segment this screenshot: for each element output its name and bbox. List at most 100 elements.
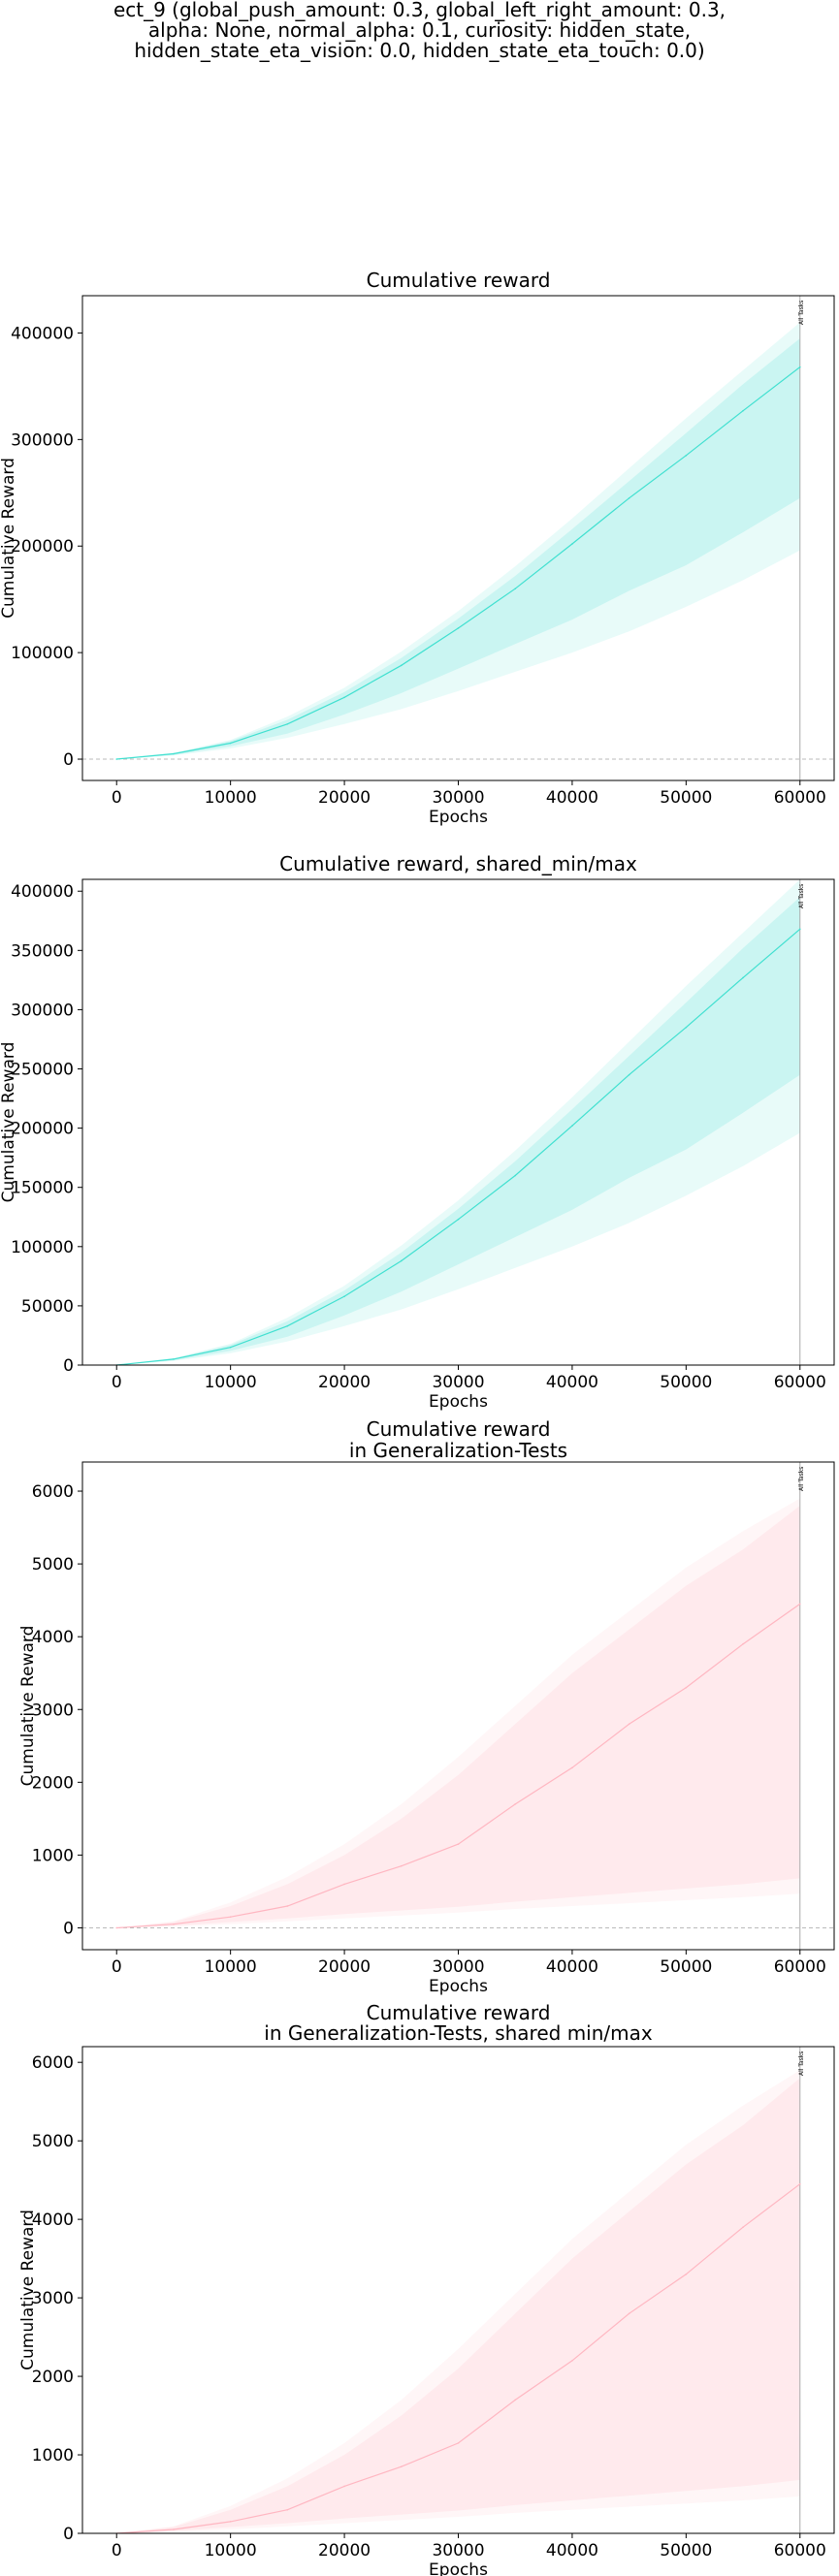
y-tick-label: 350000 (11, 941, 74, 961)
median-point (400, 1864, 403, 1867)
x-tick-label: 0 (112, 2541, 122, 2560)
task-marker-label: All Tasks (798, 301, 805, 325)
y-tick-label: 0 (63, 2525, 74, 2544)
y-tick-label: 2000 (32, 1773, 74, 1793)
median-point (457, 1218, 460, 1221)
y-tick-label: 5000 (32, 1555, 74, 1574)
median-point (798, 2182, 801, 2185)
y-tick-label: 100000 (11, 1238, 74, 1257)
y-tick-label: 4000 (32, 2210, 74, 2230)
y-axis-label: Cumulative Reward (0, 458, 18, 619)
min-max-band (116, 2070, 800, 2533)
median-point (229, 742, 232, 745)
y-tick-label: 200000 (11, 1120, 74, 1139)
x-tick-label: 10000 (205, 788, 257, 808)
y-tick-label: 2000 (32, 2368, 74, 2387)
x-tick-label: 0 (112, 1373, 122, 1392)
y-axis-label: Cumulative Reward (0, 1042, 18, 1203)
median-point (685, 1686, 688, 1689)
median-point (286, 1905, 289, 1907)
quartile-band (116, 2078, 800, 2533)
x-tick-label: 50000 (660, 1957, 712, 1977)
suptitle-line: hidden_state_eta_vision: 0.0, hidden_sta… (134, 39, 705, 62)
median-point (514, 2399, 517, 2401)
x-tick-label: 60000 (774, 2541, 826, 2560)
median-point (173, 1923, 175, 1925)
median-point (514, 1803, 517, 1805)
y-tick-label: 250000 (11, 1061, 74, 1080)
median-point (457, 2442, 460, 2444)
median-point (173, 752, 175, 755)
median-point (286, 1324, 289, 1327)
quartile-band (116, 897, 800, 1365)
task-marker-label: All Tasks (798, 1467, 805, 1491)
y-tick-label: 400000 (11, 324, 74, 343)
median-point (798, 928, 801, 931)
x-tick-label: 10000 (205, 2541, 257, 2560)
chart-title: in Generalization-Tests (349, 1439, 567, 1462)
median-point (343, 2485, 345, 2488)
median-point (798, 366, 801, 368)
x-tick-label: 20000 (318, 788, 371, 808)
y-tick-label: 3000 (32, 2289, 74, 2308)
x-tick-label: 40000 (546, 1957, 598, 1977)
median-point (229, 1346, 232, 1349)
median-point (628, 2312, 630, 2315)
median-point (571, 543, 573, 545)
suptitle-line: alpha: None, normal_alpha: 0.1, curiosit… (147, 18, 692, 42)
median-point (742, 2226, 744, 2229)
median-point (343, 696, 345, 699)
median-point (400, 1259, 403, 1262)
y-axis-label: Cumulative Reward (18, 1626, 38, 1787)
median-point (115, 758, 118, 760)
min-max-band (116, 879, 800, 1365)
x-tick-label: 20000 (318, 1373, 371, 1392)
x-tick-label: 60000 (774, 1373, 826, 1392)
y-tick-label: 50000 (21, 1297, 74, 1317)
median-point (628, 496, 630, 499)
y-tick-label: 0 (63, 750, 74, 770)
task-marker-label: All Tasks (798, 884, 805, 908)
median-point (173, 2528, 175, 2530)
median-point (115, 1926, 118, 1929)
chart-title: Cumulative reward (367, 1417, 551, 1441)
chart-title: Cumulative reward, shared_min/max (279, 852, 637, 875)
figure-suptitle: ect_9 (global_push_amount: 0.3, global_l… (0, 0, 839, 61)
median-point (628, 1723, 630, 1726)
x-tick-label: 50000 (660, 2541, 712, 2560)
x-tick-label: 30000 (432, 1957, 484, 1977)
median-point (343, 1883, 345, 1886)
x-axis-label: Epochs (429, 808, 488, 827)
median-point (229, 1916, 232, 1919)
chart-title: in Generalization-Tests, shared min/max (264, 2021, 653, 2045)
x-tick-label: 20000 (318, 2541, 371, 2560)
y-tick-label: 0 (63, 1919, 74, 1938)
x-tick-label: 40000 (546, 2541, 598, 2560)
y-axis-label: Cumulative Reward (18, 2210, 38, 2370)
plot-area (115, 2047, 801, 2533)
median-point (286, 722, 289, 725)
median-point (457, 1843, 460, 1845)
plot-area (115, 879, 801, 1365)
x-axis-label: Epochs (429, 2560, 488, 2576)
quartile-band (116, 1506, 800, 1928)
chart-title: Cumulative reward (367, 2001, 551, 2024)
median-point (286, 2508, 289, 2511)
median-point (685, 455, 688, 457)
y-tick-label: 1000 (32, 1846, 74, 1865)
chart-1: All Tasks 0 10000 20000 30000 40000 50000 60000… (0, 269, 835, 827)
median-point (685, 1026, 688, 1029)
median-point (628, 1073, 630, 1076)
x-tick-label: 0 (112, 1957, 122, 1977)
median-point (514, 588, 517, 589)
x-tick-label: 40000 (546, 788, 598, 808)
median-point (229, 2521, 232, 2523)
y-tick-label: 300000 (11, 430, 74, 450)
x-tick-label: 0 (112, 788, 122, 808)
task-marker-label: All Tasks (798, 2051, 805, 2076)
y-tick-label: 6000 (32, 1482, 74, 1502)
y-tick-label: 300000 (11, 1001, 74, 1020)
median-point (798, 1603, 801, 1606)
median-point (571, 1766, 573, 1769)
y-tick-label: 4000 (32, 1628, 74, 1647)
